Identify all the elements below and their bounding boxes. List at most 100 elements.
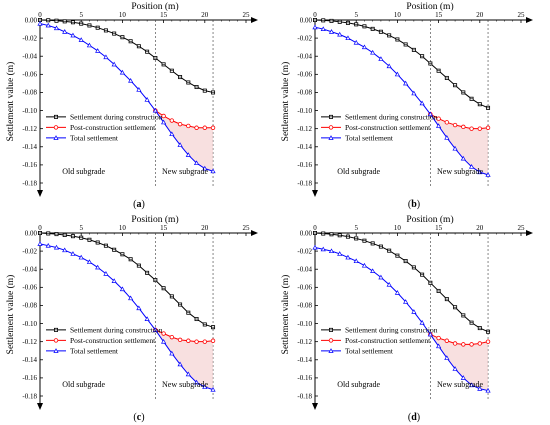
data-point-circle [177,121,183,127]
x-tick-label: 0 [313,224,317,232]
post-settlement-band [155,329,214,390]
data-point-triangle [328,29,335,34]
data-point-triangle [103,54,109,60]
data-point-circle [436,335,441,341]
x-axis-title: Position (m) [131,214,178,225]
data-point-circle [202,125,207,130]
data-point-triangle [378,56,384,61]
data-point-triangle [185,152,191,157]
data-point-triangle [202,165,208,171]
data-point-triangle [119,69,125,75]
data-point-triangle [53,25,60,31]
region-label-old: Old subgrade [337,167,380,176]
legend-label-2: Total settlement [345,133,394,142]
legend-label-1: Post-construction settlement [70,123,156,132]
x-tick-label: 10 [394,11,402,19]
data-point-triangle [427,331,433,337]
region-label-new: New subgrade [437,167,483,176]
data-point-triangle [477,386,483,391]
data-point-triangle [128,295,134,301]
chart-panel-c: 0 5 10 15 20 25 0.00 -0.02 -0.04 -0.06 -0.08 -0.10 -… [5,214,258,423]
data-point-triangle [328,348,334,353]
data-point-circle [485,339,491,344]
data-point-triangle [111,278,117,283]
data-point-triangle [152,327,158,332]
y-tick-label: 0.00 [300,229,313,237]
data-point-triangle [361,44,368,50]
y-tick-label: -0.02 [297,247,312,255]
data-point-circle [469,126,474,131]
data-point-triangle [161,119,167,125]
data-point-triangle [320,246,326,252]
series-line-2 [314,26,489,176]
data-point-triangle [403,80,409,86]
data-point-triangle [210,168,216,174]
data-point-triangle [411,90,417,96]
data-point-triangle [452,366,458,371]
x-tick-label: 5 [354,11,358,19]
data-point-triangle [378,274,384,280]
data-point-triangle [53,244,60,250]
data-point-circle [210,125,216,130]
x-tick-label: 10 [394,224,402,232]
data-point-circle [328,338,334,343]
data-point-triangle [370,49,376,55]
data-point-triangle [452,145,458,151]
data-point-triangle [86,42,93,48]
post-settlement-band [430,334,489,391]
y-tick-label: -0.04 [22,266,37,274]
y-tick-label: -0.10 [22,320,37,328]
data-point-circle [461,124,466,130]
x-axis-arrow [526,17,533,23]
data-point-triangle [411,309,417,314]
x-tick-label: 10 [119,11,127,19]
y-tick-label: -0.10 [297,320,312,328]
data-point-triangle [419,100,425,106]
data-point-triangle [394,71,400,77]
y-tick-label: -0.10 [22,107,37,115]
data-point-triangle [485,387,491,393]
series-line-2 [39,23,214,172]
region-label-new: New subgrade [162,167,208,176]
data-point-circle [161,113,166,119]
data-point-triangle [169,131,175,137]
data-point-triangle [136,305,142,311]
panel-label: (b) [408,199,420,210]
y-tick-label: -0.14 [297,356,312,364]
y-tick-label: -0.06 [297,71,312,79]
data-point-triangle [444,135,450,140]
data-point-triangle [53,348,59,353]
data-point-triangle [436,343,442,349]
y-tick-label: -0.16 [297,161,312,169]
data-point-triangle [337,31,343,37]
data-point-triangle [485,172,491,177]
y-tick-label: -0.14 [22,143,37,151]
data-point-triangle [95,48,101,53]
data-point-triangle [353,258,359,264]
y-tick-label: -0.04 [297,266,312,274]
data-point-triangle [210,386,216,392]
y-tick-label: -0.18 [22,179,37,187]
data-point-triangle [312,244,318,250]
x-tick-label: 5 [79,11,83,19]
y-tick-label: -0.14 [22,356,37,364]
data-point-triangle [202,384,208,389]
data-point-triangle [78,37,84,42]
post-settlement-band [430,114,489,175]
x-tick-label: 15 [160,11,168,19]
data-point-triangle [345,35,351,41]
data-point-triangle [320,26,326,32]
data-point-circle [461,342,466,347]
data-point-circle [436,116,441,121]
y-tick-label: -0.04 [22,53,37,61]
data-point-circle [452,122,458,128]
y-tick-label: -0.12 [297,125,312,133]
data-point-circle [210,338,216,343]
data-point-triangle [144,96,150,102]
region-label-old: Old subgrade [62,167,105,176]
legend-label-2: Total settlement [70,346,119,355]
legend-label-0: Settlement during construction [70,325,163,334]
y-tick-label: -0.12 [297,338,312,346]
series-line-0 [314,232,489,333]
y-tick-label: -0.16 [297,374,312,382]
